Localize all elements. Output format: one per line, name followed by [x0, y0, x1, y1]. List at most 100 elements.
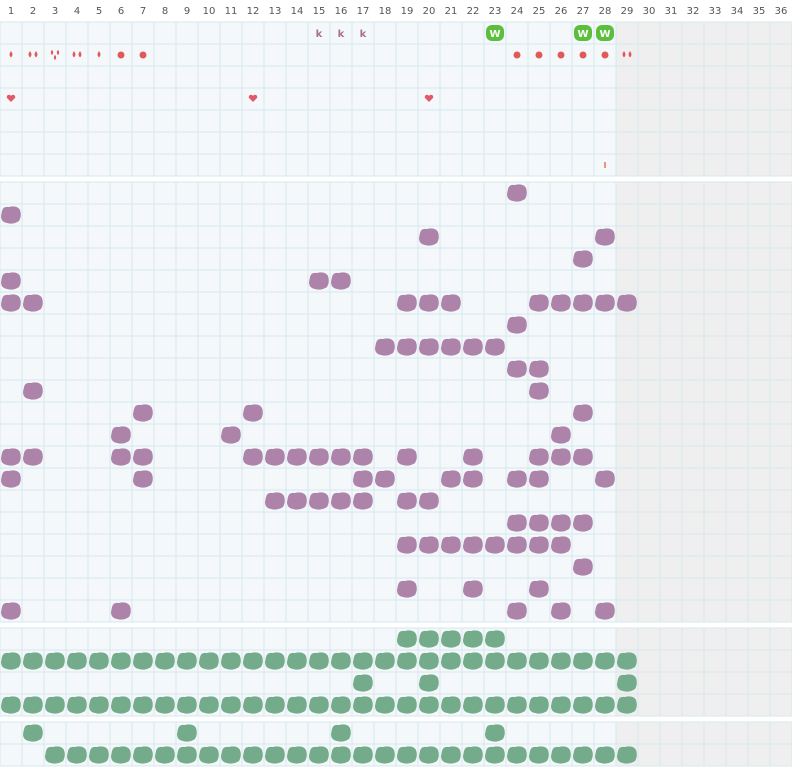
- blob: [485, 746, 505, 764]
- blob: [397, 580, 417, 598]
- day-number: 6: [118, 6, 124, 17]
- dot: [139, 51, 147, 59]
- day-number: 31: [665, 6, 678, 17]
- blob: [155, 652, 175, 670]
- blob: [419, 338, 439, 356]
- blob: [595, 696, 615, 714]
- blob: [573, 746, 593, 764]
- blob: [507, 470, 527, 488]
- blob: [221, 426, 241, 444]
- blob: [419, 674, 439, 692]
- letter: W: [489, 29, 500, 40]
- blob: [177, 746, 197, 764]
- blob: [331, 448, 351, 466]
- blob: [419, 536, 439, 554]
- blob: [551, 448, 571, 466]
- blob: [419, 228, 439, 246]
- blob: [243, 696, 263, 714]
- drop: [53, 54, 57, 60]
- blob: [463, 448, 483, 466]
- blob: [23, 448, 43, 466]
- blob: [617, 652, 637, 670]
- blob: [441, 338, 461, 356]
- dot: [579, 51, 587, 59]
- day-number: 24: [511, 6, 524, 17]
- blob: [309, 746, 329, 764]
- blob: [595, 470, 615, 488]
- blob: [573, 558, 593, 576]
- blob: [331, 724, 351, 742]
- day-number: 12: [247, 6, 260, 17]
- blob: [1, 448, 21, 466]
- blob: [617, 294, 637, 312]
- blob: [595, 228, 615, 246]
- day-number: 22: [467, 6, 480, 17]
- blob: [485, 630, 505, 648]
- blob: [23, 652, 43, 670]
- blob: [331, 272, 351, 290]
- blob: [507, 652, 527, 670]
- letter: W: [599, 29, 610, 40]
- blob: [243, 404, 263, 422]
- blob: [551, 652, 571, 670]
- blob: [287, 652, 307, 670]
- blob: [551, 696, 571, 714]
- blob: [1, 272, 21, 290]
- day-number: 30: [643, 6, 656, 17]
- blob: [221, 652, 241, 670]
- day-number: 11: [225, 6, 238, 17]
- blob: [551, 426, 571, 444]
- blob: [353, 470, 373, 488]
- day-number: 14: [291, 6, 304, 17]
- blob: [199, 696, 219, 714]
- blob: [595, 294, 615, 312]
- blob: [287, 746, 307, 764]
- blob: [397, 696, 417, 714]
- blob: [529, 652, 549, 670]
- day-number: 13: [269, 6, 282, 17]
- blob: [353, 492, 373, 510]
- letter-badge: [486, 25, 504, 41]
- blob: [243, 652, 263, 670]
- day-number: 7: [140, 6, 146, 17]
- blob: [573, 652, 593, 670]
- blob: [177, 696, 197, 714]
- blob: [529, 514, 549, 532]
- blob: [551, 514, 571, 532]
- blob: [485, 696, 505, 714]
- dot: [535, 51, 543, 59]
- blob: [529, 580, 549, 598]
- blob: [23, 724, 43, 742]
- blob: [111, 426, 131, 444]
- blob: [111, 746, 131, 764]
- blob: [617, 674, 637, 692]
- day-number: 4: [74, 6, 80, 17]
- day-number: 20: [423, 6, 436, 17]
- blob: [397, 746, 417, 764]
- day-number: 2: [30, 6, 36, 17]
- blob: [45, 652, 65, 670]
- drop: [34, 51, 38, 58]
- blob: [463, 696, 483, 714]
- blob: [111, 602, 131, 620]
- blob: [529, 294, 549, 312]
- blob: [529, 382, 549, 400]
- blob: [463, 536, 483, 554]
- blob: [177, 724, 197, 742]
- blob: [133, 448, 153, 466]
- blob: [507, 602, 527, 620]
- blob: [199, 746, 219, 764]
- blob: [529, 470, 549, 488]
- blob: [265, 448, 285, 466]
- blob: [529, 536, 549, 554]
- drop: [622, 51, 626, 58]
- blob: [617, 746, 637, 764]
- blob: [309, 492, 329, 510]
- blob: [441, 630, 461, 648]
- blob: [133, 404, 153, 422]
- blob: [419, 746, 439, 764]
- day-number: 17: [357, 6, 370, 17]
- blob: [331, 492, 351, 510]
- blob: [463, 470, 483, 488]
